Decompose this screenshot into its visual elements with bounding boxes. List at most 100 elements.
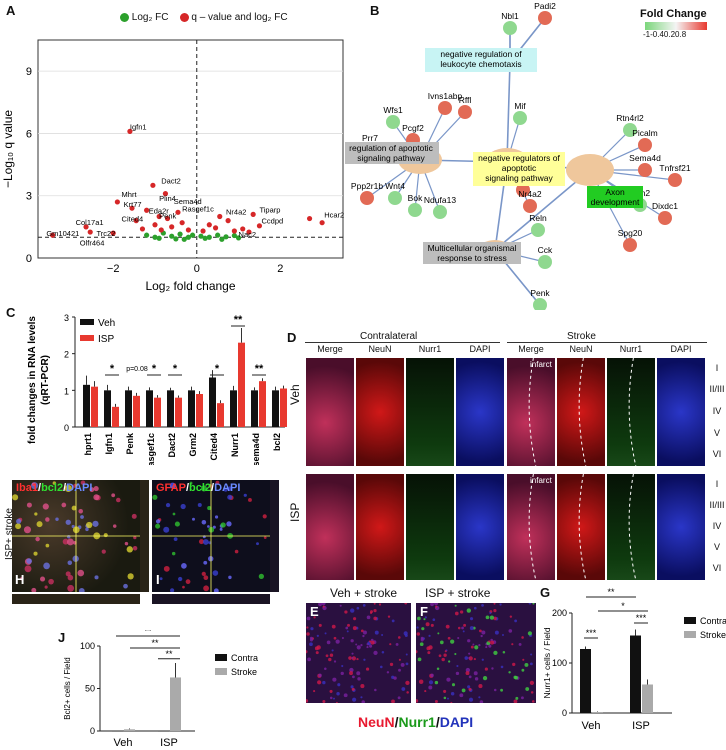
network-gene-node — [538, 11, 552, 25]
cell-nucleus — [456, 664, 459, 668]
infarct-border — [578, 474, 587, 580]
cell-nucleus — [64, 484, 72, 493]
cell-nucleus — [352, 697, 357, 702]
cell-nucleus — [421, 627, 425, 631]
cell-nucleus — [370, 640, 375, 645]
red-point — [144, 207, 150, 213]
cell-nucleus — [307, 657, 311, 662]
cell-nucleus — [170, 482, 174, 486]
cell-nucleus — [361, 700, 366, 703]
cell-nucleus — [341, 636, 344, 640]
cell-nucleus — [493, 650, 498, 656]
cell-nucleus — [329, 653, 334, 657]
j-bar — [124, 729, 135, 731]
panel-f-title: ISP + stroke — [425, 586, 491, 600]
c-bar — [230, 390, 237, 427]
cell-nucleus — [434, 680, 439, 685]
cell-nucleus — [43, 562, 50, 570]
green-point — [152, 234, 158, 240]
c-bar — [196, 394, 203, 427]
cell-nucleus — [468, 687, 472, 691]
cell-nucleus — [465, 667, 471, 673]
panel-f-image — [416, 603, 536, 703]
cell-nucleus — [521, 668, 525, 672]
panel-label-f: F — [420, 604, 428, 619]
cell-nucleus — [493, 616, 497, 621]
cell-nucleus — [243, 493, 247, 497]
cell-nucleus — [344, 610, 348, 614]
volcano-ylabel: −Log₁₀ q value — [1, 110, 15, 188]
subheader-merge: Merge — [518, 344, 544, 354]
cell-nucleus — [92, 520, 99, 527]
cell-nucleus — [450, 639, 455, 644]
red-point — [114, 199, 120, 205]
volcano-xtick: 0 — [194, 263, 200, 275]
c-category-label: Igfn1 — [104, 433, 114, 455]
c-category-label: Dact2 — [167, 433, 177, 458]
cell-nucleus — [512, 662, 516, 667]
c-sig-star: * — [110, 363, 115, 375]
red-point — [217, 213, 223, 220]
micrograph-nurr1 — [406, 474, 454, 580]
c-ytick: 3 — [64, 313, 69, 323]
volcano-gene-label: Trc22 — [96, 229, 115, 238]
volcano-xtick: 2 — [277, 263, 283, 275]
network-edge — [494, 169, 591, 251]
volcano-gene-label: Col17a1 — [76, 218, 104, 227]
network-edge — [506, 61, 511, 163]
red-point — [127, 128, 133, 134]
cell-nucleus — [45, 517, 50, 522]
cell-nucleus — [481, 658, 484, 661]
volcano-ytick: 9 — [26, 66, 32, 78]
g-legend-stroke: Stroke — [700, 630, 726, 640]
ef-dapi-label: DAPI — [439, 714, 474, 730]
green-point — [185, 234, 192, 240]
cell-nucleus — [112, 524, 117, 528]
c-category-label: Cited4 — [209, 433, 219, 461]
cell-nucleus — [313, 616, 316, 619]
cell-nucleus — [174, 521, 180, 527]
micrograph-nurr1 — [607, 358, 655, 466]
cell-nucleus — [31, 482, 36, 486]
g-sig: ** — [607, 587, 615, 597]
network-gene-node — [523, 199, 537, 213]
panel-e-image — [306, 603, 411, 703]
cell-nucleus — [33, 551, 38, 556]
cell-nucleus — [450, 701, 453, 703]
cell-nucleus — [306, 616, 311, 621]
cell-nucleus — [393, 676, 397, 680]
micrograph-neun — [557, 474, 605, 580]
cell-nucleus — [378, 603, 382, 606]
red-point — [152, 222, 158, 228]
cell-nucleus — [42, 503, 49, 510]
c-p-note: p=0.08 — [126, 366, 148, 373]
cell-nucleus — [94, 575, 99, 580]
h-bcl2-label: bcl2 — [41, 482, 64, 494]
cell-nucleus — [479, 629, 482, 633]
c-category-label: Rasgef1c — [146, 433, 156, 465]
cell-nucleus — [67, 584, 75, 592]
cell-nucleus — [227, 494, 233, 500]
volcano-xtick: −2 — [107, 263, 120, 275]
layer-label: VI — [712, 563, 722, 574]
cell-nucleus — [322, 680, 326, 685]
row-label-veh: Veh — [288, 384, 302, 405]
cell-nucleus — [389, 662, 394, 667]
cell-nucleus — [373, 650, 378, 656]
panel-label-i: I — [156, 572, 160, 587]
j-legend-contra: Contra — [231, 653, 258, 663]
layer-label: IV — [712, 406, 722, 416]
cell-nucleus — [350, 608, 355, 613]
cell-nucleus — [333, 697, 335, 700]
cell-nucleus — [80, 515, 84, 519]
cell-nucleus — [306, 699, 309, 703]
red-point — [164, 215, 171, 222]
infarct-label: infarct — [530, 360, 552, 369]
network-gene-label: Tnfrsf21 — [659, 163, 690, 173]
cell-nucleus — [468, 675, 472, 679]
cell-nucleus — [473, 657, 476, 661]
red-point — [231, 228, 237, 234]
network-gene-node — [458, 105, 472, 119]
cell-nucleus — [374, 688, 377, 692]
cell-nucleus — [131, 513, 137, 519]
